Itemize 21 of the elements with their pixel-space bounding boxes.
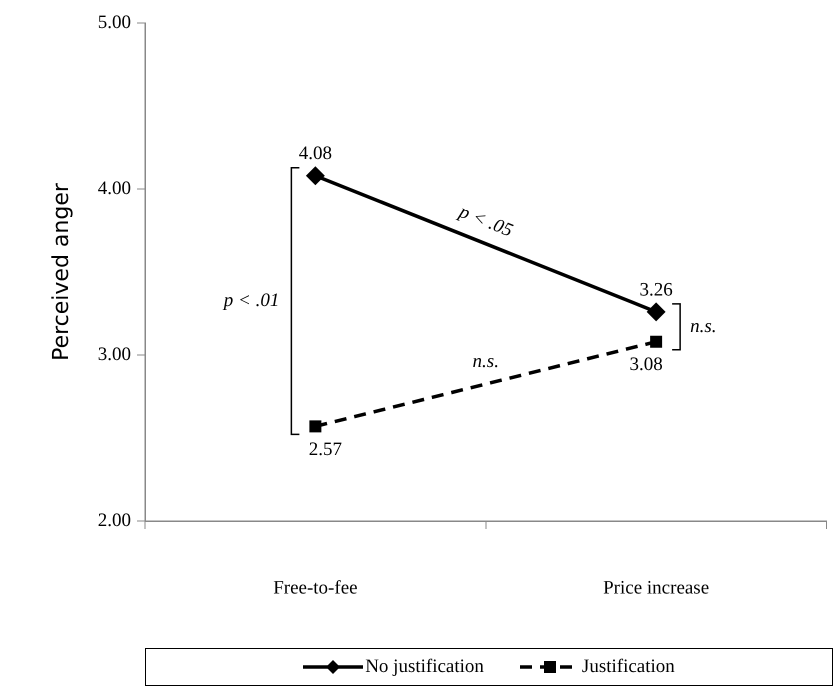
x-tick-label: Price increase (603, 577, 710, 598)
point (647, 303, 665, 321)
y-tick-label: 4.00 (98, 178, 131, 199)
annotation: p < .01 (222, 290, 280, 312)
point (306, 166, 324, 184)
data-label: 3.26 (640, 279, 673, 300)
y-tick-label: 2.00 (98, 510, 131, 531)
point (309, 420, 322, 432)
y-tick-label: 5.00 (98, 12, 131, 33)
data-label: 2.57 (308, 438, 342, 460)
annotation: n.s. (690, 316, 717, 337)
annotation: p < .05 (454, 200, 516, 242)
point (650, 336, 662, 348)
legend-label: Justification (582, 656, 675, 678)
y-axis-title: Perceived anger (48, 182, 74, 361)
legend-label: No justification (365, 656, 484, 678)
data-label: 4.08 (298, 143, 332, 164)
y-tick-label: 3.00 (98, 344, 131, 365)
data-label: 3.08 (630, 354, 663, 376)
x-tick-label: Free-to-fee (273, 577, 358, 598)
annotation: n.s. (472, 351, 499, 372)
